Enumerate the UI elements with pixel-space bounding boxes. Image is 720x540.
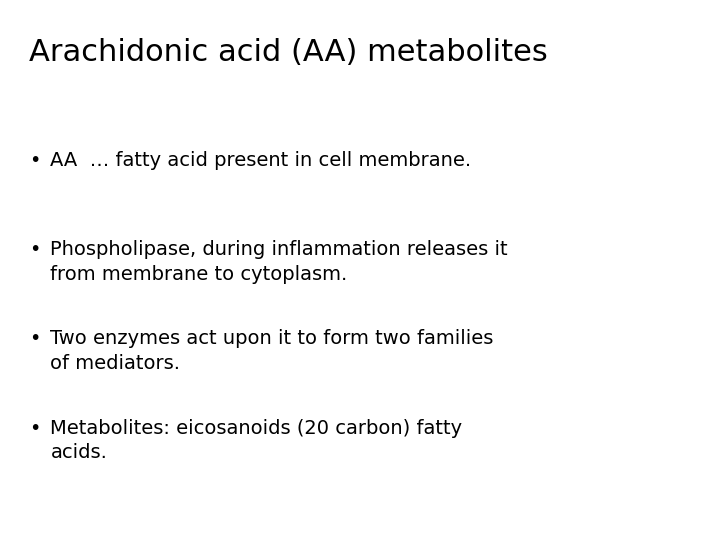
Text: •: • bbox=[29, 329, 40, 348]
Text: AA  … fatty acid present in cell membrane.: AA … fatty acid present in cell membrane… bbox=[50, 151, 472, 170]
Text: •: • bbox=[29, 151, 40, 170]
Text: Metabolites: eicosanoids (20 carbon) fatty
acids.: Metabolites: eicosanoids (20 carbon) fat… bbox=[50, 418, 462, 462]
Text: •: • bbox=[29, 418, 40, 437]
Text: Arachidonic acid (AA) metabolites: Arachidonic acid (AA) metabolites bbox=[29, 38, 547, 67]
Text: •: • bbox=[29, 240, 40, 259]
Text: Two enzymes act upon it to form two families
of mediators.: Two enzymes act upon it to form two fami… bbox=[50, 329, 494, 373]
Text: Phospholipase, during inflammation releases it
from membrane to cytoplasm.: Phospholipase, during inflammation relea… bbox=[50, 240, 508, 284]
